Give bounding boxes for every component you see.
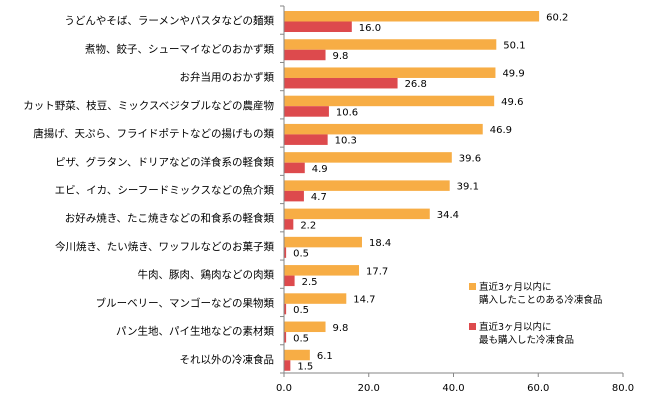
value-label: 9.8 (333, 323, 349, 334)
bar-most-purchased (284, 134, 328, 145)
value-label: 16.0 (359, 23, 381, 34)
value-label: 49.9 (502, 69, 524, 80)
bar-purchased (284, 180, 450, 191)
category-label: ピザ、グラタン、ドリアなどの洋食系の軽食類 (55, 155, 275, 168)
value-label: 39.1 (457, 182, 479, 193)
bar-purchased (284, 265, 360, 276)
value-label: 17.7 (366, 266, 388, 277)
bar-most-purchased (284, 332, 287, 343)
bar-most-purchased (284, 360, 291, 371)
category-label: お弁当用のおかず類 (180, 71, 275, 84)
x-tick-label: 80.0 (612, 383, 634, 394)
value-label: 26.8 (405, 79, 427, 90)
category-label: うどんやそば、ラーメンやパスタなどの麺類 (64, 14, 274, 27)
bar-purchased (284, 152, 452, 163)
legend-swatch-most-purchased (469, 323, 476, 330)
category-label: パン生地、パイ生地などの素材類 (116, 325, 275, 338)
bar-purchased (284, 349, 310, 361)
value-label: 2.2 (300, 220, 316, 231)
value-label: 10.3 (335, 136, 357, 147)
value-label: 0.5 (293, 249, 309, 260)
value-label: 18.4 (369, 238, 391, 249)
bar-most-purchased (284, 49, 326, 61)
bar-most-purchased (284, 219, 294, 230)
bars-group (284, 11, 540, 371)
x-tick-label: 40.0 (442, 383, 464, 394)
bar-purchased (284, 95, 495, 107)
value-label: 0.5 (293, 333, 309, 344)
bar-purchased (284, 293, 347, 304)
value-label: 1.5 (297, 362, 313, 373)
bar-most-purchased (284, 275, 295, 287)
value-label: 49.6 (501, 97, 523, 108)
bar-most-purchased (284, 21, 352, 32)
legend-label: 最も購入した冷凍食品 (479, 334, 574, 346)
bar-most-purchased (284, 162, 305, 174)
labels-group: うどんやそば、ラーメンやパスタなどの麺類 60.2 16.0 煮物、餃子、シューマイな… (23, 12, 568, 372)
value-label: 34.4 (437, 210, 459, 221)
bar-most-purchased (284, 303, 287, 315)
category-label: 牛肉、豚肉、鶏肉などの肉類 (138, 268, 275, 281)
value-label: 39.6 (459, 153, 481, 164)
value-label: 4.7 (311, 192, 327, 203)
value-label: 2.5 (302, 277, 318, 288)
legend-label: 直近3ヶ月以内に (479, 321, 552, 333)
category-label: カット野菜、枝豆、ミックスベジタブルなどの農産物 (23, 99, 274, 112)
category-label: 今川焼き、たい焼き、ワッフルなどのお菓子類 (55, 240, 275, 253)
bar-purchased (284, 236, 362, 248)
bar-most-purchased (284, 247, 287, 258)
legend-label: 購入したことのある冷凍食品 (479, 294, 602, 306)
category-label: エビ、イカ、シーフードミックスなどの魚介類 (55, 184, 275, 197)
value-label: 4.9 (312, 164, 328, 175)
axis-group: 0.0 20.0 40.0 60.0 80.0 (276, 5, 634, 394)
value-label: 14.7 (353, 295, 375, 306)
legend-label: 直近3ヶ月以内に (479, 281, 552, 293)
bar-most-purchased (284, 77, 398, 89)
category-label: ブルーベリー、マンゴーなどの果物類 (96, 296, 275, 309)
bar-most-purchased (284, 190, 304, 202)
category-label: 唐揚げ、天ぷら、フライドポテトなどの揚げもの類 (33, 127, 274, 140)
x-tick-label: 20.0 (358, 383, 380, 394)
value-label: 46.9 (490, 125, 512, 136)
x-tick-label: 0.0 (276, 383, 292, 394)
bar-purchased (284, 321, 326, 333)
category-label: それ以外の冷凍食品 (180, 353, 275, 366)
bar-purchased (284, 39, 497, 50)
bar-purchased (284, 208, 430, 220)
value-label: 50.1 (503, 40, 525, 51)
category-label: お好み焼き、たこ焼きなどの和食系の軽食類 (65, 212, 275, 225)
bar-most-purchased (284, 106, 329, 117)
value-label: 10.6 (336, 107, 358, 118)
value-label: 0.5 (293, 305, 309, 316)
legend-swatch-purchased (469, 283, 476, 290)
value-label: 6.1 (317, 351, 333, 362)
value-label: 9.8 (333, 51, 349, 62)
x-tick-label: 60.0 (527, 383, 549, 394)
value-label: 60.2 (546, 12, 568, 23)
category-label: 煮物、餃子、シューマイなどのおかず類 (85, 42, 274, 55)
bar-purchased (284, 11, 540, 22)
bar-purchased (284, 67, 496, 78)
bar-purchased (284, 123, 483, 135)
